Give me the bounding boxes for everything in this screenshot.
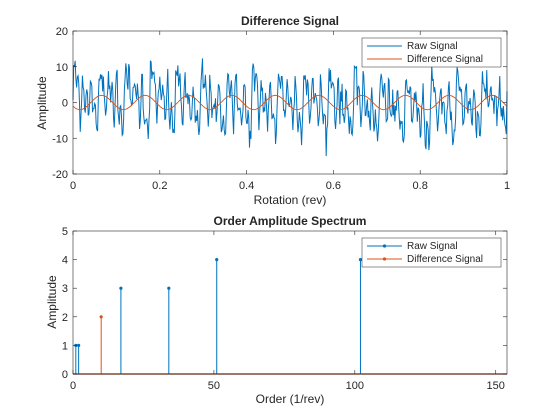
bottom-ytick-label: 3 — [62, 283, 68, 295]
top-ytick-label: 0 — [62, 98, 68, 110]
top-ytick-label: -20 — [52, 169, 68, 181]
bottom-legend: Raw Signal Difference Signal — [361, 237, 502, 268]
top-xtick-label: 0.6 — [326, 180, 341, 192]
bottom-raw-stem-marker — [167, 286, 171, 290]
top-chart: Difference Signal 0 0.2 0.4 0.6 0.8 1 -20 -10 0 1… — [35, 14, 510, 207]
top-raw-signal-line — [72, 58, 508, 157]
top-legend-label-raw: Raw Signal — [407, 41, 458, 52]
top-ytick-label: 10 — [56, 62, 68, 74]
bottom-ytick-label: 0 — [62, 369, 68, 381]
bottom-raw-stem-marker — [358, 258, 363, 262]
top-xtick-label: 0 — [70, 180, 76, 192]
top-ytick-label: 20 — [56, 26, 68, 38]
bottom-xtick-label: 100 — [346, 380, 364, 392]
bottom-axes-box — [72, 230, 508, 375]
bottom-ytick-label: 5 — [62, 226, 68, 238]
top-legend-box — [361, 37, 502, 68]
bottom-xtick-label: 150 — [487, 380, 505, 392]
top-ylabel: Amplitude — [35, 76, 49, 130]
bottom-ylabel: Amplitude — [45, 275, 59, 329]
top-xlabel: Rotation (rev) — [254, 193, 327, 207]
bottom-diff-stem-marker — [99, 315, 103, 319]
bottom-ticks-group: 0 50 100 150 0 1 2 3 4 5 — [62, 226, 507, 392]
top-xtick-label: 0.2 — [152, 180, 167, 192]
top-ytick-label: -10 — [52, 133, 68, 145]
bottom-legend-label-diff: Difference Signal — [407, 254, 483, 265]
top-series-group — [72, 58, 508, 157]
top-ticks-group: 0 0.2 0.4 0.6 0.8 1 -20 -10 0 10 20 — [52, 26, 510, 192]
top-xtick-label: 1 — [504, 180, 510, 192]
top-chart-title: Difference Signal — [241, 14, 339, 28]
top-xtick-label: 0.8 — [413, 180, 428, 192]
bottom-xtick-label: 50 — [208, 380, 220, 392]
top-legend-label-diff: Difference Signal — [407, 54, 483, 65]
bottom-legend-label-raw: Raw Signal — [407, 241, 458, 252]
bottom-legend-marker-diff — [382, 257, 387, 261]
bottom-legend-box — [361, 237, 502, 268]
bottom-legend-marker-raw — [382, 244, 387, 248]
bottom-chart-title: Order Amplitude Spectrum — [214, 214, 367, 228]
bottom-raw-stem-marker — [119, 286, 123, 290]
bottom-ytick-label: 4 — [62, 255, 68, 267]
bottom-xlabel: Order (1/rev) — [256, 392, 325, 406]
bottom-raw-stem-marker — [215, 258, 219, 262]
bottom-raw-stem-marker — [77, 343, 81, 347]
top-difference-signal-line — [72, 94, 508, 111]
top-xtick-label: 0.4 — [239, 180, 254, 192]
bottom-ytick-label: 2 — [62, 312, 68, 324]
top-legend: Raw Signal Difference Signal — [361, 37, 502, 68]
bottom-ytick-label: 1 — [62, 340, 68, 352]
bottom-chart: Order Amplitude Spectrum 0 50 100 150 0 1 2 3 4 5… — [45, 214, 508, 406]
bottom-xtick-label: 0 — [70, 380, 76, 392]
